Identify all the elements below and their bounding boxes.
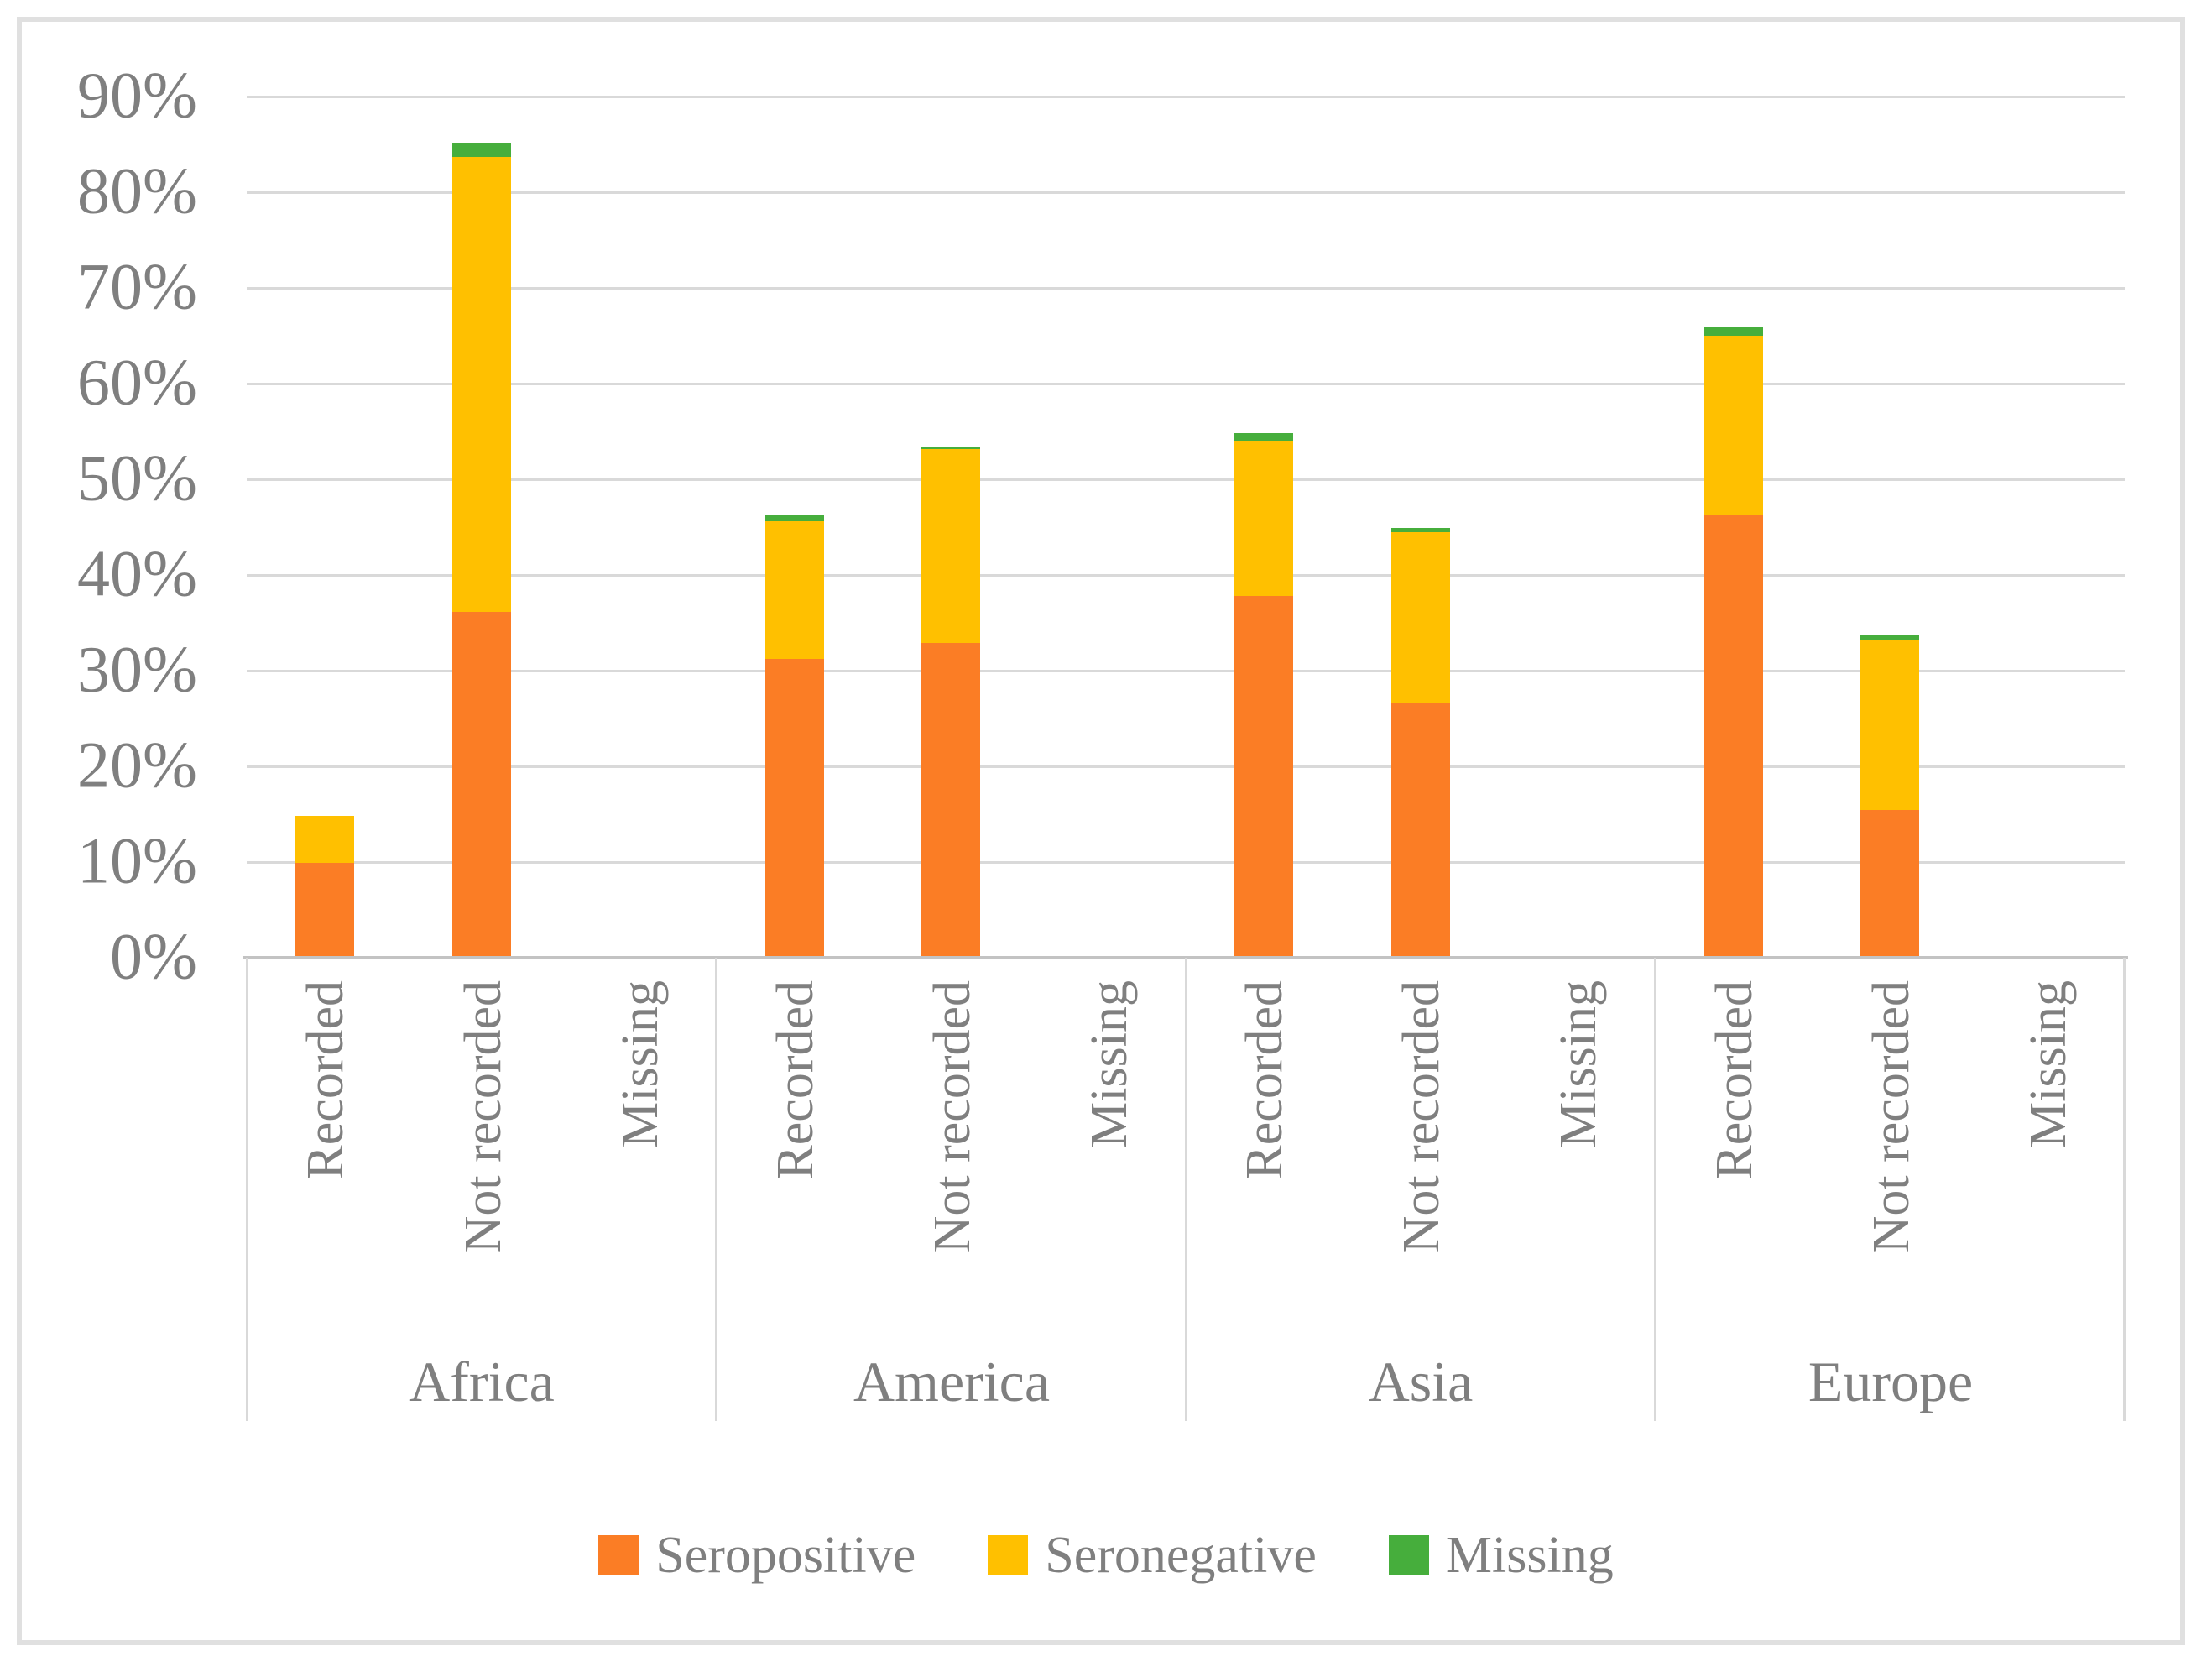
bar-segment-seronegative-asia-recorded xyxy=(1234,441,1293,596)
bar-segment-seropositive-europe-recorded xyxy=(1704,515,1763,958)
category-label-asia-missing: Missing xyxy=(1550,980,1607,1148)
bar-segment-missing-america-not-recorded xyxy=(921,447,980,449)
category-label-europe-not-recorded: Not recorded xyxy=(1863,980,1920,1254)
category-label-europe-missing: Missing xyxy=(2020,980,2077,1148)
group-separator xyxy=(246,958,248,1421)
bar-segment-seropositive-africa-recorded xyxy=(295,863,354,958)
y-tick-label: 60% xyxy=(77,345,197,419)
bar-segment-seropositive-america-not-recorded xyxy=(921,643,980,958)
seropositive-swatch-icon xyxy=(598,1535,639,1575)
legend-label: Seropositive xyxy=(655,1527,916,1584)
bar-europe-recorded xyxy=(1704,327,1763,958)
bar-segment-seropositive-asia-not-recorded xyxy=(1391,703,1450,958)
gridline-90 xyxy=(247,96,2125,98)
gridline-30 xyxy=(247,670,2125,672)
bar-segment-seronegative-europe-not-recorded xyxy=(1860,640,1919,810)
bar-segment-seropositive-europe-not-recorded xyxy=(1860,810,1919,958)
bar-segment-seronegative-america-recorded xyxy=(765,521,824,659)
y-tick-label: 40% xyxy=(77,536,197,610)
legend-item-missing: Missing xyxy=(1388,1527,1614,1584)
bar-segment-seronegative-america-not-recorded xyxy=(921,449,980,643)
bar-segment-seronegative-africa-recorded xyxy=(295,816,354,863)
group-label-america: America xyxy=(853,1349,1051,1413)
legend-item-seropositive: Seropositive xyxy=(598,1529,916,1581)
category-label-america-recorded: Recorded xyxy=(767,980,824,1180)
legend-item-seronegative: Seronegative xyxy=(988,1529,1317,1581)
y-tick-label: 90% xyxy=(77,58,197,132)
seronegative-swatch-icon xyxy=(988,1535,1029,1575)
bar-europe-not-recorded xyxy=(1860,635,1919,958)
bar-africa-not-recorded xyxy=(452,143,511,958)
group-separator xyxy=(1654,958,1656,1421)
bar-segment-seronegative-europe-recorded xyxy=(1704,336,1763,515)
category-label-america-missing: Missing xyxy=(1081,980,1138,1148)
category-label-america-not-recorded: Not recorded xyxy=(924,980,981,1254)
bar-segment-missing-america-recorded xyxy=(765,515,824,521)
bar-segment-seropositive-africa-not-recorded xyxy=(452,612,511,958)
category-label-asia-recorded: Recorded xyxy=(1236,980,1293,1180)
y-tick-label: 80% xyxy=(77,154,197,227)
bar-segment-missing-asia-recorded xyxy=(1234,433,1293,441)
y-tick-label: 20% xyxy=(77,728,197,802)
bar-america-not-recorded xyxy=(921,446,980,958)
legend-label: Seronegative xyxy=(1045,1527,1317,1584)
bar-segment-seropositive-asia-recorded xyxy=(1234,596,1293,958)
bar-segment-seropositive-america-recorded xyxy=(765,659,824,958)
bar-africa-recorded xyxy=(295,816,354,958)
bar-segment-seronegative-africa-not-recorded xyxy=(452,156,511,612)
category-label-africa-missing: Missing xyxy=(612,980,669,1148)
gridline-80 xyxy=(247,191,2125,194)
group-separator xyxy=(715,958,717,1421)
legend-label: Missing xyxy=(1445,1527,1614,1584)
bar-segment-seronegative-asia-not-recorded xyxy=(1391,532,1450,703)
group-label-africa: Africa xyxy=(409,1349,555,1413)
bar-asia-not-recorded xyxy=(1391,528,1450,958)
y-tick-label: 50% xyxy=(77,441,197,515)
bar-segment-missing-africa-not-recorded xyxy=(452,143,511,157)
gridline-20 xyxy=(247,765,2125,768)
bar-segment-missing-europe-recorded xyxy=(1704,327,1763,336)
group-separator xyxy=(2123,958,2126,1421)
gridline-40 xyxy=(247,574,2125,577)
gridline-70 xyxy=(247,287,2125,290)
gridline-60 xyxy=(247,383,2125,385)
missing-swatch-icon xyxy=(1388,1535,1429,1575)
gridline-10 xyxy=(247,861,2125,864)
bar-segment-missing-europe-not-recorded xyxy=(1860,635,1919,640)
group-separator xyxy=(1185,958,1187,1421)
category-label-asia-not-recorded: Not recorded xyxy=(1393,980,1450,1254)
category-label-europe-recorded: Recorded xyxy=(1706,980,1763,1180)
group-label-europe: Europe xyxy=(1808,1349,1974,1413)
y-tick-label: 10% xyxy=(77,823,197,897)
group-label-asia: Asia xyxy=(1368,1349,1474,1413)
y-tick-label: 30% xyxy=(77,632,197,706)
y-tick-label: 70% xyxy=(77,249,197,323)
bar-america-recorded xyxy=(765,515,824,958)
bar-asia-recorded xyxy=(1234,433,1293,958)
plot-area xyxy=(247,96,2125,958)
legend: Seropositive Seronegative Missing xyxy=(0,1509,2212,1601)
bar-segment-missing-asia-not-recorded xyxy=(1391,528,1450,532)
y-tick-label: 0% xyxy=(110,919,197,993)
category-label-africa-not-recorded: Not recorded xyxy=(455,980,512,1254)
gridline-50 xyxy=(247,478,2125,481)
category-label-africa-recorded: Recorded xyxy=(297,980,354,1180)
